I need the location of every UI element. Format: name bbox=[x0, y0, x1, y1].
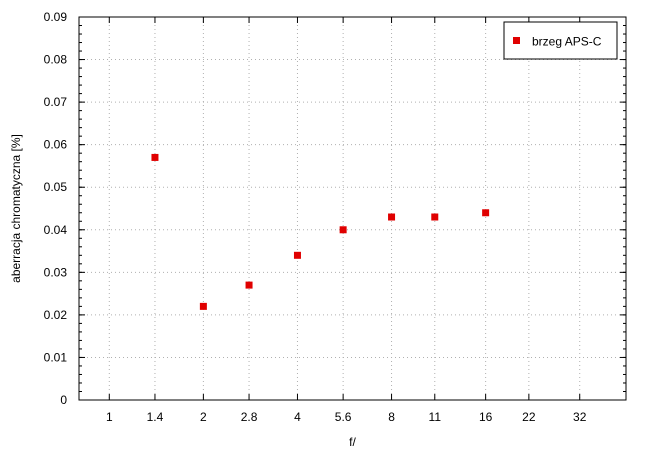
y-tick-label: 0.03 bbox=[44, 265, 68, 279]
y-tick-label: 0 bbox=[60, 393, 67, 407]
y-tick-label: 0.04 bbox=[44, 223, 68, 237]
legend: brzeg APS-C bbox=[503, 21, 618, 60]
legend-box bbox=[503, 21, 618, 60]
axis-ticks: 0 0.01 0.02 0.03 0.04 0.05 0.06 0.07 0.08 0.09 1 1.… bbox=[44, 10, 626, 424]
data-point bbox=[431, 213, 439, 221]
x-tick-label: 32 bbox=[573, 410, 587, 424]
data-point bbox=[339, 226, 347, 234]
grid bbox=[79, 17, 626, 400]
x-tick-label: 4 bbox=[294, 410, 301, 424]
y-tick-label: 0.01 bbox=[44, 350, 68, 364]
y-tick-label: 0.08 bbox=[44, 53, 68, 67]
x-tick-label: 2 bbox=[200, 410, 207, 424]
data-points bbox=[151, 153, 490, 310]
x-axis-label: f/ bbox=[349, 435, 356, 449]
legend-marker bbox=[513, 37, 520, 44]
data-point bbox=[293, 251, 301, 259]
plot-frame bbox=[78, 16, 627, 401]
x-tick-label: 1 bbox=[106, 410, 113, 424]
y-axis-label: aberracja chromatyczna [%] bbox=[9, 134, 23, 283]
y-tick-label: 0.07 bbox=[44, 95, 68, 109]
x-tick-label: 8 bbox=[388, 410, 395, 424]
data-point bbox=[151, 153, 159, 161]
x-tick-label: 1.4 bbox=[147, 410, 164, 424]
data-point bbox=[388, 213, 396, 221]
x-tick-label: 11 bbox=[429, 410, 442, 424]
y-tick-label: 0.05 bbox=[44, 180, 68, 194]
x-tick-label: 16 bbox=[479, 410, 493, 424]
data-point bbox=[482, 209, 490, 217]
x-tick-label: 2.8 bbox=[241, 410, 258, 424]
data-point bbox=[245, 281, 253, 289]
x-tick-label: 5.6 bbox=[335, 410, 352, 424]
legend-label: brzeg APS-C bbox=[532, 35, 602, 49]
y-tick-label: 0.09 bbox=[44, 10, 68, 24]
data-point bbox=[199, 302, 207, 310]
y-tick-label: 0.06 bbox=[44, 138, 68, 152]
y-tick-label: 0.02 bbox=[44, 308, 68, 322]
x-tick-label: 22 bbox=[522, 410, 536, 424]
